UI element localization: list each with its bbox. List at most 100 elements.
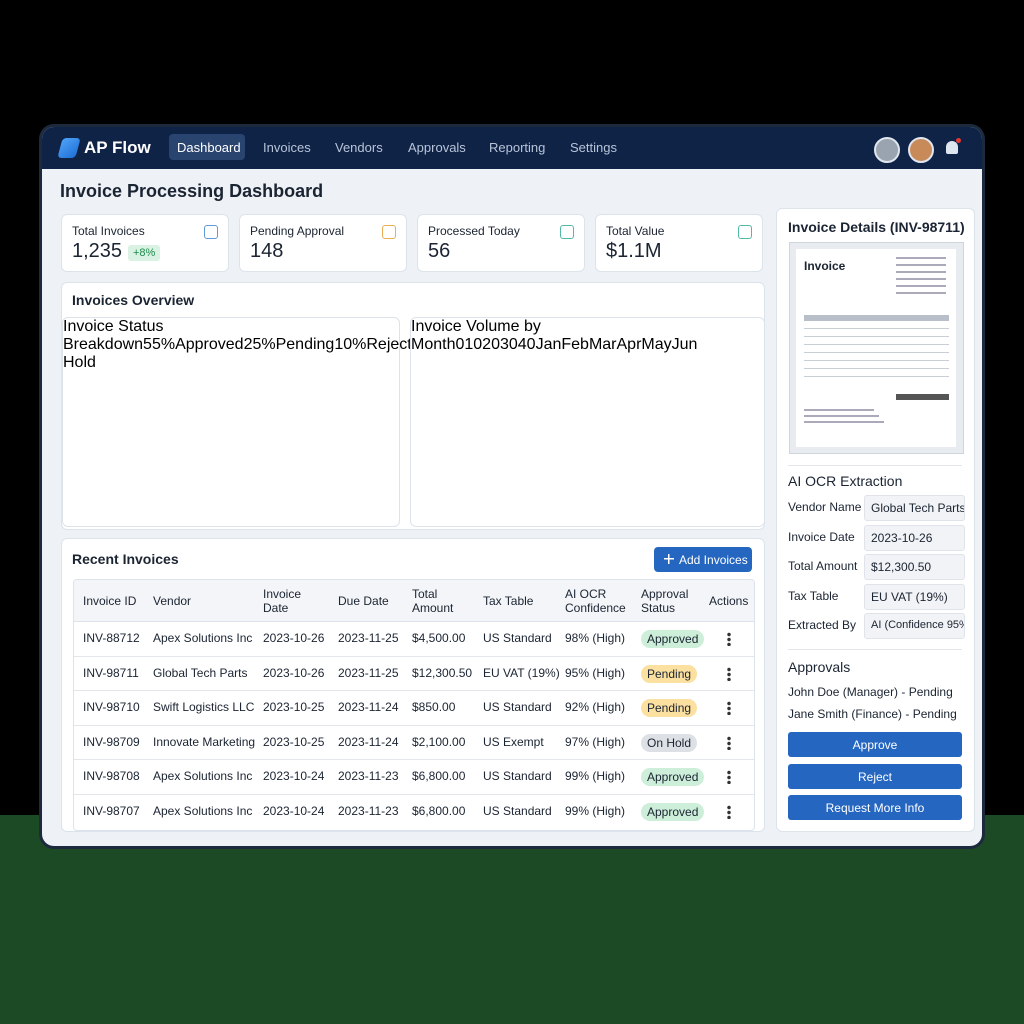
cell: US Standard xyxy=(483,769,552,783)
status-badge: Approved xyxy=(641,768,705,786)
section-title: Recent Invoices xyxy=(72,551,179,567)
action-button-label[interactable]: Approve xyxy=(852,738,898,752)
nav-item[interactable]: Reporting xyxy=(489,140,546,155)
bar-card: Invoice Volume by Month010203040JanFebMa… xyxy=(410,317,765,527)
cell: US Standard xyxy=(483,803,552,818)
column-header: Tax Table xyxy=(483,594,534,608)
action-button[interactable]: Approve xyxy=(788,732,962,757)
preview-line xyxy=(896,271,946,273)
invoice-preview: Invoice xyxy=(789,242,964,454)
cell: 99% (High) xyxy=(565,769,626,783)
column-header: Approval Status xyxy=(641,587,689,615)
row-actions[interactable] xyxy=(726,804,732,819)
nav-item[interactable]: Dashboard xyxy=(177,140,241,155)
x-tick-label: Mar xyxy=(588,336,617,353)
cell: $850.00 xyxy=(412,700,456,714)
plus-icon xyxy=(664,554,674,564)
slice-label: 10% xyxy=(334,336,367,353)
preview-line xyxy=(804,409,874,411)
kpi-label: Total Invoices xyxy=(72,224,145,238)
preview-page: Invoice xyxy=(796,249,956,447)
field-value: 2023-10-26 xyxy=(871,530,933,545)
cell: 2023-10-25 xyxy=(263,734,325,749)
cell: 2023-11-23 xyxy=(338,803,399,818)
cell: INV-98710 xyxy=(83,700,140,714)
section-title: Invoices Overview xyxy=(72,292,195,308)
cell: $6,800.00 xyxy=(412,803,466,818)
divider xyxy=(788,465,962,466)
cell: US Standard xyxy=(483,631,552,645)
kpi-icon xyxy=(382,225,396,239)
slice-label: 55% xyxy=(143,336,176,353)
status-badge: Approved xyxy=(641,630,705,648)
add-button[interactable]: Add Invoices xyxy=(654,547,752,572)
column-header: Actions xyxy=(709,594,749,608)
row-actions[interactable] xyxy=(726,735,732,750)
device-frame: AP Flow Dashboard Invoices Vendors Approvals… xyxy=(42,127,982,846)
section-title: Approvals xyxy=(788,659,851,675)
kpi-badge: +8% xyxy=(128,245,161,261)
nav-item[interactable]: Invoices xyxy=(263,140,311,155)
preview-line xyxy=(896,278,946,280)
preview-line xyxy=(896,257,946,259)
cell: 2023-11-25 xyxy=(338,631,399,645)
cell: 2023-11-25 xyxy=(338,665,399,680)
preview-title: Invoice xyxy=(804,259,846,273)
kpi-icon xyxy=(560,225,574,239)
row-divider xyxy=(74,759,754,760)
active-tab xyxy=(169,134,245,160)
cell: INV-98707 xyxy=(83,803,140,818)
action-button[interactable]: Reject xyxy=(788,763,962,789)
preview-line xyxy=(804,421,884,423)
kpi-value: 56 xyxy=(428,240,451,262)
cell: 2023-11-23 xyxy=(338,769,399,783)
preview-line xyxy=(804,415,879,417)
cell: Apex Solutions Inc xyxy=(153,631,253,645)
approval-line: Jane Smith (Finance) - Pending xyxy=(788,706,957,721)
overview-card: Invoices Overview Invoice Status Breakdow… xyxy=(61,282,765,530)
add-button-icon-label[interactable]: Add Invoices xyxy=(679,553,748,567)
nav-item[interactable]: Settings xyxy=(570,140,617,155)
field-label: Total Amount xyxy=(788,559,858,573)
x-tick-label: Jun xyxy=(671,336,698,353)
action-button[interactable]: Request More Info xyxy=(788,795,962,820)
table-header-bg xyxy=(74,580,754,622)
brand: AP Flow xyxy=(84,138,151,157)
y-tick-label: 10 xyxy=(464,336,483,353)
kpi-card: Total Invoices 1,235 +8% xyxy=(61,214,229,272)
nav-item[interactable]: Approvals xyxy=(408,140,466,155)
kpi-icon xyxy=(204,225,218,239)
row-actions[interactable] xyxy=(726,770,732,784)
donut-card: Invoice Status Breakdown55%Approved25%Pe… xyxy=(62,317,483,527)
cell: 2023-10-26 xyxy=(263,665,325,680)
kpi-icon xyxy=(738,225,752,239)
y-tick-label: 40 xyxy=(517,336,536,353)
cell: US Standard xyxy=(483,700,552,714)
row-divider xyxy=(74,724,754,726)
nav-item[interactable]: Vendors xyxy=(335,140,383,155)
field-value-box: Global Tech Parts xyxy=(864,495,965,521)
recent-card: Recent Invoices Add Invoices Invoice ID Ven… xyxy=(61,538,765,832)
approval-line: John Doe (Manager) - Pending xyxy=(788,685,953,699)
slice-label: 25% xyxy=(243,336,276,353)
field-value-box: AI (Confidence 95%) xyxy=(864,613,965,639)
row-actions[interactable] xyxy=(726,632,732,646)
action-button-label[interactable]: Reject xyxy=(857,769,892,784)
cell: 99% (High) xyxy=(565,803,626,818)
cell: 2023-11-24 xyxy=(338,734,399,749)
legend-label: Approved xyxy=(175,336,244,353)
cell: EU VAT (19%) xyxy=(483,665,560,680)
preview-line xyxy=(896,292,946,294)
row-actions[interactable] xyxy=(726,701,732,715)
row-actions[interactable] xyxy=(726,666,732,681)
kpi-card: Processed Today 56 xyxy=(417,214,585,272)
kpi-card: Pending Approval 148 xyxy=(239,214,407,272)
row-divider xyxy=(74,655,754,657)
cell: US Exempt xyxy=(483,734,544,749)
cell: Apex Solutions Inc xyxy=(153,803,253,818)
kpi-label: Processed Today xyxy=(428,224,520,238)
action-button-label[interactable]: Request More Info xyxy=(825,801,925,815)
field-value-box: 2023-10-26 xyxy=(864,524,965,551)
cell: 2023-10-26 xyxy=(263,631,325,645)
